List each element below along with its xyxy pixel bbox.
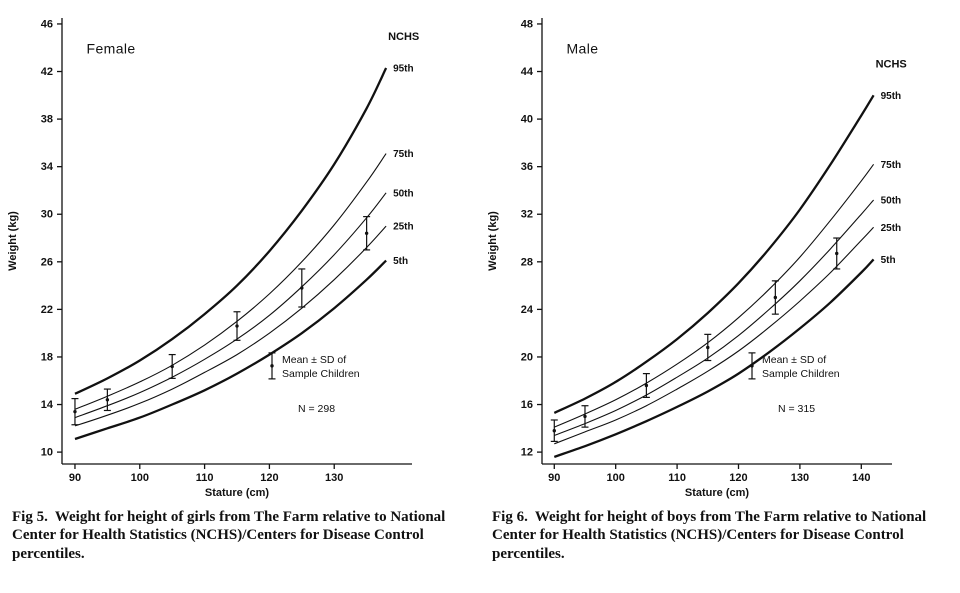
curve-label-50th: 50th [393,188,414,199]
curve-5th-percentile [74,259,387,441]
curve-label-25th: 25th [393,222,414,233]
curve-label-95th: 95th [881,91,902,102]
error-bar-mean-dot [73,409,77,414]
y-tick-label: 22 [41,304,53,316]
sample-size-label: N = 315 [778,403,815,415]
curve-75th-percentile [554,163,875,428]
x-tick-label: 130 [325,472,343,484]
curve-5th-percentile [553,258,875,458]
curve-50th-percentile [554,199,875,437]
curve-95th-percentile [553,94,875,414]
error-bar-mean-dot [835,251,839,256]
x-tick-label: 110 [196,472,214,484]
error-bar-mean-dot [644,383,649,388]
error-bar-mean-dot [583,414,587,419]
figure-caption-male: Fig 6. Weight for height of boys from The… [480,506,960,563]
curve-25th-percentile [74,225,387,427]
curve-label-5th: 5th [881,255,896,266]
curve-label-95th: 95th [393,63,414,74]
legend-text-line1: Mean ± SD of [282,354,346,366]
boys-weight-for-height-chart: 90 100 110 120 130 140 12 16 20 24 28 32 36 40 44 48 Sta… [487,18,907,499]
x-tick-label: 100 [607,472,625,484]
legend-text-line2: Sample Children [282,368,360,380]
y-axis-label: Weight (kg) [7,211,19,271]
x-tick-label: 130 [791,472,809,484]
y-tick-label: 38 [41,114,53,126]
error-bar-mean-dot [105,398,110,402]
figure-caption-text: Weight for height of boys from The Farm … [492,509,927,562]
panel-title: Female [87,41,136,57]
legend-errorbar-glyph-dot [270,364,274,368]
y-tick-label: 28 [521,256,533,268]
x-tick-label: 100 [131,472,149,484]
error-bar-mean-dot [235,324,239,328]
girls-weight-for-height-chart: 90 100 110 120 130 10 14 18 22 26 30 34 38 42 46 Statur… [7,18,419,499]
legend-text-line2: Sample Children [762,368,840,380]
y-tick-label: 42 [41,66,53,78]
y-tick-label: 12 [521,447,533,459]
figure-female: 90 100 110 120 130 10 14 18 22 26 30 34 38 42 46 Statur… [0,4,480,593]
curve-label-5th: 5th [393,256,408,267]
curve-label-50th: 50th [881,195,902,206]
x-axis-label: Stature (cm) [685,487,750,499]
error-bar-mean-dot [364,231,369,235]
y-tick-label: 24 [521,304,534,316]
figure-caption-female: Fig 5. Weight for height of girls from Th… [0,506,480,563]
curve-label-75th: 75th [881,160,902,171]
y-tick-label: 46 [41,18,53,30]
y-tick-label: 14 [41,399,54,411]
error-bar-mean-dot [773,295,778,300]
panel-title: Male [567,41,599,57]
y-tick-label: 10 [41,447,53,459]
y-tick-label: 32 [521,209,533,221]
x-tick-label: 90 [69,472,81,484]
error-bar-mean-dot [170,364,174,369]
y-tick-label: 34 [41,161,54,173]
x-tick-label: 120 [729,472,747,484]
x-axis-label: Stature (cm) [205,487,270,499]
curve-label-75th: 75th [393,149,414,160]
y-tick-label: 40 [521,114,533,126]
y-tick-label: 44 [521,66,534,78]
error-bar-mean-dot [706,345,710,350]
curve-95th-percentile [74,67,388,395]
y-tick-label: 20 [521,351,533,363]
sample-size-label: N = 298 [298,403,335,415]
y-tick-label: 30 [41,209,53,221]
legend-errorbar-glyph-dot [750,364,754,368]
x-tick-label: 140 [852,472,870,484]
curve-label-25th: 25th [881,223,902,234]
error-bar-mean-dot [552,428,556,433]
curve-25th-percentile [554,226,874,445]
y-axis-label: Weight (kg) [487,211,499,271]
x-tick-label: 110 [668,472,686,484]
x-tick-label: 90 [548,472,560,484]
figure-caption-text: Weight for height of girls from The Farm… [12,509,446,562]
nchs-label: NCHS [388,31,419,43]
y-tick-label: 36 [521,161,533,173]
y-tick-label: 18 [41,351,53,363]
figure-label: Fig 6. [492,509,528,525]
y-tick-label: 48 [521,18,533,30]
y-tick-label: 16 [521,399,533,411]
error-bar-mean-dot [300,286,304,290]
legend-text-line1: Mean ± SD of [762,354,826,366]
y-tick-label: 26 [41,256,53,268]
x-tick-label: 120 [260,472,278,484]
nchs-label: NCHS [876,58,907,70]
figure-label: Fig 5. [12,509,48,525]
figure-male: 90 100 110 120 130 140 12 16 20 24 28 32 36 40 44 48 Sta… [480,4,960,593]
